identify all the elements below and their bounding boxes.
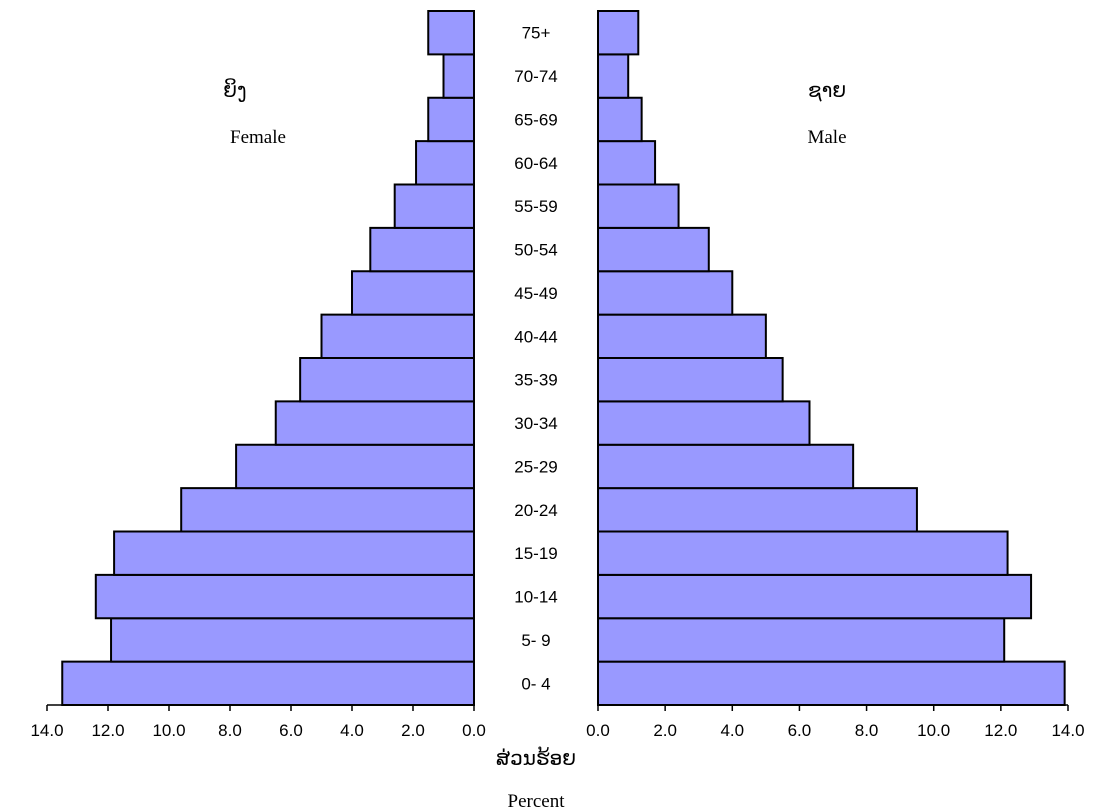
x-tick-labels: 0.0 0.0 2.0 2.0 4.0 4.0 6.0 6.0 8.0 8.0 10.0 10.0 12… [30,721,1084,740]
age-label-70-74: 70-74 [514,67,557,86]
age-label-75+: 75+ [522,24,551,43]
male-bar-50-54 [597,226,710,273]
male-bar-70-74 [597,53,630,99]
female-bar-15-19 [113,530,475,576]
x-axis-label-lao: ສ່ວນຮ້ອຍ [496,746,576,770]
male-bar-75+ [597,10,640,56]
male-bar-30-34 [597,400,811,446]
age-label-5-9: 5- 9 [521,631,550,650]
age-label-20-24: 20-24 [514,501,557,520]
female-bar-5-9 [110,617,476,663]
female-tick-label: 0.0 [462,721,486,740]
male-tick-label: 4.0 [720,721,744,740]
age-label-50-54: 50-54 [514,241,557,260]
age-label-35-39: 35-39 [514,371,557,390]
male-tick-label: 14.0 [1051,721,1084,740]
age-label-15-19: 15-19 [514,544,557,563]
female-bar-35-39 [299,357,475,403]
male-tick-label: 6.0 [788,721,812,740]
female-bar-45-49 [351,270,475,316]
male-bar-0-4 [597,660,1066,706]
female-bars [61,10,476,706]
female-bar-25-29 [235,443,475,490]
female-bar-40-44 [320,313,475,359]
female-tick-label: 2.0 [401,721,425,740]
age-label-30-34: 30-34 [514,414,557,433]
female-tick-label: 4.0 [340,721,364,740]
female-bar-70-74 [442,53,475,99]
female-tick-label: 6.0 [279,721,303,740]
male-bar-15-19 [597,530,1009,576]
age-label-55-59: 55-59 [514,197,557,216]
male-tick-label: 2.0 [653,721,677,740]
female-bar-75+ [427,10,475,56]
female-bar-30-34 [274,400,475,446]
male-label: Male [807,127,846,148]
female-bar-60-64 [415,140,475,186]
female-bar-0-4 [61,660,475,706]
male-tick-label: 0.0 [586,721,610,740]
age-label-0-4: 0- 4 [521,674,550,693]
male-tick-label: 12.0 [984,721,1017,740]
male-bar-5-9 [597,617,1006,663]
age-label-10-14: 10-14 [514,588,557,607]
male-bar-25-29 [597,443,855,490]
male-bars [597,10,1066,706]
female-tick-label: 8.0 [218,721,242,740]
x-axis-label: Percent [508,791,566,812]
age-label-65-69: 65-69 [514,110,557,129]
male-bar-20-24 [597,487,918,533]
axes [46,11,1069,711]
male-bar-65-69 [597,96,643,143]
age-label-40-44: 40-44 [514,327,557,346]
male-tick-label: 8.0 [855,721,879,740]
age-label-45-49: 45-49 [514,284,557,303]
female-bar-10-14 [94,573,476,620]
female-lao-label: ຍິງ [223,78,246,102]
age-label-25-29: 25-29 [514,457,557,476]
male-lao-label: ຊາຍ [808,78,846,102]
female-tick-label: 12.0 [91,721,124,740]
male-bar-60-64 [597,140,657,186]
female-bar-50-54 [369,226,475,273]
age-group-labels: 0- 4 5- 9 10-14 15-19 20-24 25-29 30-34 35-39 40… [514,24,557,694]
female-tick-label: 10.0 [152,721,185,740]
male-tick-label: 10.0 [917,721,950,740]
female-tick-label: 14.0 [30,721,63,740]
male-bar-55-59 [597,183,680,229]
male-bar-45-49 [597,270,734,316]
female-label: Female [230,127,286,148]
age-label-60-64: 60-64 [514,154,557,173]
female-bar-65-69 [427,96,475,143]
female-bar-55-59 [393,183,476,229]
female-bar-20-24 [180,487,475,533]
male-bar-40-44 [597,313,767,359]
male-bar-10-14 [597,573,1033,620]
male-bar-35-39 [597,357,784,403]
